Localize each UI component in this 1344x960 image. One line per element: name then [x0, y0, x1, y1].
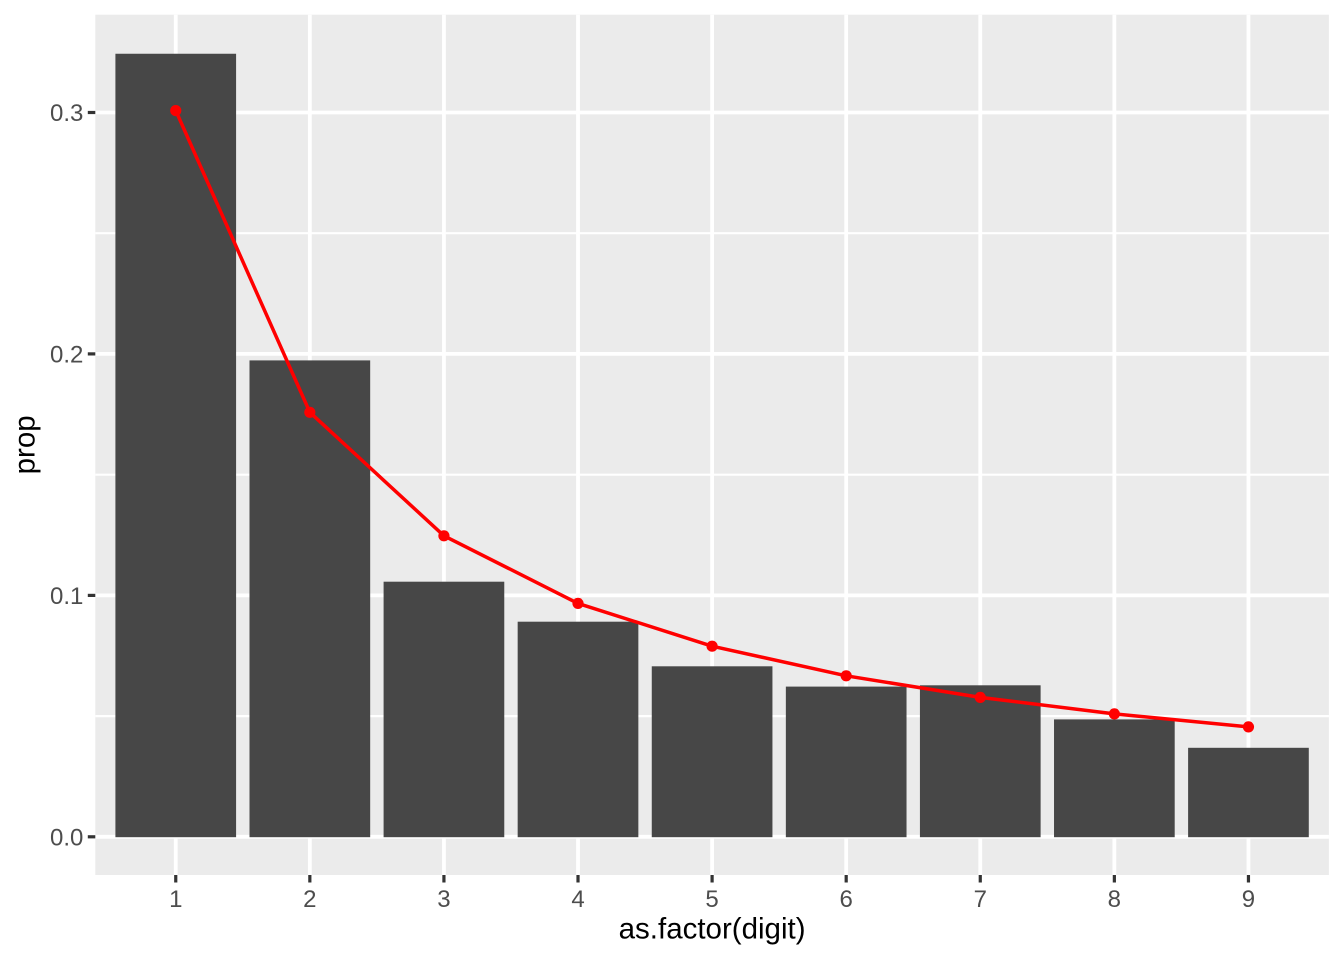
svg-text:7: 7	[974, 886, 987, 913]
svg-text:2: 2	[303, 886, 316, 913]
svg-text:4: 4	[571, 886, 584, 913]
svg-text:9: 9	[1242, 886, 1255, 913]
svg-text:0.2: 0.2	[50, 342, 83, 369]
svg-text:6: 6	[840, 886, 853, 913]
svg-text:8: 8	[1108, 886, 1121, 913]
svg-text:3: 3	[437, 886, 450, 913]
svg-text:0.1: 0.1	[50, 583, 83, 610]
svg-text:1: 1	[169, 886, 182, 913]
svg-text:5: 5	[705, 886, 718, 913]
svg-text:0.0: 0.0	[50, 824, 83, 851]
svg-text:as.factor(digit): as.factor(digit)	[619, 913, 806, 946]
svg-text:prop: prop	[9, 415, 42, 474]
svg-text:0.3: 0.3	[50, 100, 83, 127]
